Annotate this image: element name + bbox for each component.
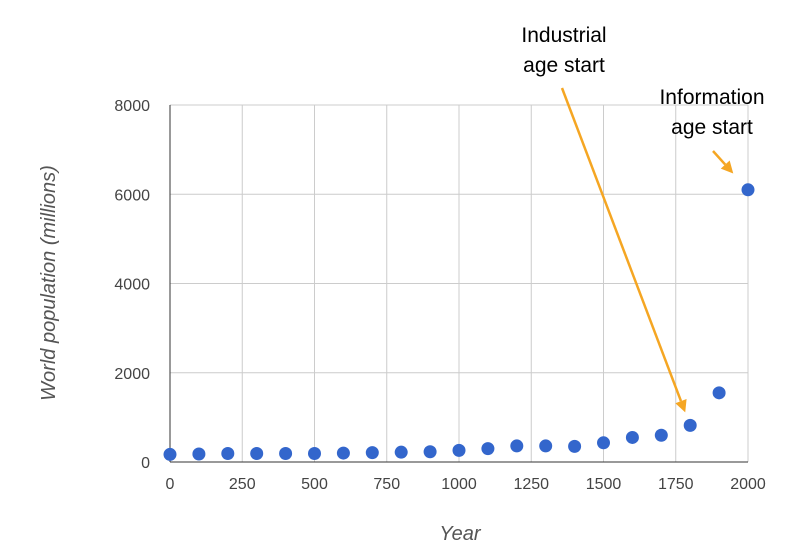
y-tick-label: 4000 (114, 277, 150, 294)
annotation-arrowhead (720, 160, 734, 174)
x-tick-label: 0 (166, 476, 175, 493)
tick-labels: 0 250 500 750 1000 1250 1500 1750 2000 0 2000 4000 6… (114, 98, 765, 493)
data-point (625, 430, 639, 444)
grid (170, 104, 749, 462)
data-points (163, 183, 755, 461)
y-tick-label: 2000 (114, 366, 150, 383)
data-point (481, 442, 495, 456)
x-tick-label: 750 (373, 476, 400, 493)
data-point (308, 447, 321, 461)
x-tick-label: 1500 (586, 476, 622, 493)
x-axis-title: Year (439, 523, 481, 545)
data-point (712, 386, 726, 400)
data-point (568, 439, 582, 453)
data-point (539, 439, 553, 453)
data-point (192, 447, 206, 461)
x-tick-label: 250 (229, 476, 256, 493)
annotation-label: Industrial (521, 24, 606, 47)
data-point (365, 446, 379, 460)
annotation-arrow-line (560, 87, 683, 402)
x-tick-label: 1250 (513, 476, 549, 493)
data-point (741, 183, 755, 197)
data-point (221, 447, 235, 461)
data-point (683, 418, 697, 432)
data-point (336, 446, 350, 460)
annotation-arrowhead (675, 398, 687, 413)
annotation-label: age start (523, 54, 605, 77)
y-tick-label: 6000 (114, 187, 150, 204)
data-point (510, 439, 524, 453)
data-point (452, 443, 466, 457)
data-point (654, 428, 668, 442)
x-tick-label: 1750 (658, 476, 694, 493)
y-axis-title: World population (millions) (38, 165, 60, 401)
y-tick-label: 8000 (114, 98, 150, 115)
axes (169, 105, 748, 463)
data-point (279, 447, 293, 461)
x-tick-label: 1000 (441, 476, 477, 493)
data-point (597, 436, 610, 450)
data-point (423, 445, 437, 459)
annotation-label: age start (671, 116, 753, 139)
x-tick-label: 500 (301, 476, 328, 493)
data-point (394, 445, 408, 459)
annotation-label: Information (659, 86, 764, 109)
data-point (250, 447, 264, 461)
annotations: Industrial age start Information age start (521, 24, 765, 413)
x-tick-label: 2000 (730, 476, 766, 493)
y-tick-label: 0 (141, 455, 150, 472)
annotation-arrow-line (712, 150, 727, 166)
data-point (163, 447, 177, 461)
